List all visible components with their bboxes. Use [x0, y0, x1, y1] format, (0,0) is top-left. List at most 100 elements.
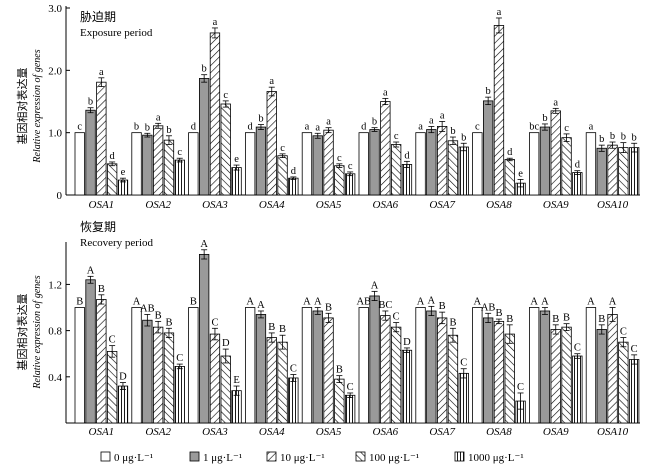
x-tick-label: OSA4 — [259, 426, 285, 438]
panel-title: 胁迫期 — [80, 9, 116, 24]
significance-letter: C — [290, 363, 297, 374]
significance-letter: AB — [356, 297, 371, 308]
significance-letter: A — [474, 297, 482, 308]
bar-series-1000ug-osa6 — [401, 164, 413, 196]
bar-series-0ug-osa2 — [131, 307, 142, 424]
bar-series-10ug-osa4 — [266, 337, 277, 424]
bar-series-100ug-osa2 — [163, 332, 175, 424]
bar-series-10ug-osa8 — [493, 320, 505, 424]
bar-series-1000ug-osa9 — [572, 172, 583, 196]
significance-letter: A — [133, 297, 141, 308]
x-tick-label: OSA7 — [429, 426, 455, 438]
significance-letter: a — [213, 17, 218, 28]
bar-series-10ug-osa2 — [152, 326, 164, 424]
significance-letter: B — [598, 314, 605, 325]
significance-letter: a — [553, 97, 558, 108]
legend-label: 10 μg·L⁻¹ — [280, 452, 325, 464]
significance-letter: e — [518, 168, 523, 179]
legend-swatch-gray — [189, 451, 200, 462]
y-tick-label: 1.2 — [48, 279, 62, 291]
bar-series-0ug-osa3 — [188, 132, 199, 196]
bar-series-10ug-osa6 — [380, 315, 391, 424]
significance-letter: C — [631, 344, 638, 355]
bar-series-100ug-osa4 — [277, 341, 288, 424]
bar-series-0ug-osa6 — [358, 307, 369, 424]
significance-letter: B — [336, 365, 343, 376]
x-tick-label: OSA1 — [89, 426, 115, 438]
significance-letter: A — [541, 297, 549, 308]
significance-letter: b — [542, 113, 547, 124]
bar-series-1ug-osa8 — [482, 317, 494, 424]
significance-letter: A — [303, 297, 311, 308]
significance-letter: b — [166, 125, 171, 136]
bar-series-0ug-osa9 — [529, 307, 540, 424]
legend-label: 1000 μg·L⁻¹ — [468, 452, 524, 464]
bar-series-100ug-osa9 — [561, 326, 572, 424]
bar-series-0ug-osa10 — [585, 307, 597, 424]
bar-series-1ug-osa1 — [85, 279, 96, 424]
significance-letter: B — [325, 302, 332, 313]
bar-series-1ug-osa5 — [312, 135, 323, 196]
significance-letter: b — [202, 64, 207, 75]
significance-letter: A — [314, 297, 322, 308]
significance-letter: d — [248, 122, 254, 133]
legend-item: 0 μg·L⁻¹ — [100, 451, 153, 464]
bar-series-10ug-osa1 — [96, 299, 107, 424]
significance-letter: c — [475, 122, 480, 133]
significance-letter: b — [450, 126, 455, 137]
x-tick-label: OSA7 — [429, 199, 455, 211]
x-tick-label: OSA4 — [259, 199, 285, 211]
significance-letter: b — [610, 131, 615, 142]
significance-letter: b — [134, 122, 139, 133]
significance-letter: E — [233, 375, 239, 386]
x-tick-label: OSA9 — [543, 199, 569, 211]
recovery-panel: 恢复期 Recovery period 基因相对表达量 Relative exp… — [15, 220, 640, 438]
significance-letter: A — [417, 297, 425, 308]
bar-series-0ug-osa8 — [472, 132, 483, 196]
bar-series-0ug-osa4 — [244, 132, 256, 196]
significance-letter: c — [177, 147, 182, 158]
significance-letter: C — [620, 327, 627, 338]
y-axis-label-en: Relative expression of genes — [32, 49, 43, 163]
significance-letter: A — [428, 295, 436, 306]
bar-series-1000ug-osa7 — [458, 146, 469, 196]
significance-letter: C — [460, 358, 467, 369]
legend-swatch-white — [100, 451, 111, 462]
significance-letter: a — [383, 87, 388, 98]
y-axis-label-cn: 基因相对表达量 — [15, 294, 29, 371]
bar-series-10ug-osa7 — [436, 317, 448, 424]
bar-series-1ug-osa10 — [596, 147, 607, 196]
bar-series-1ug-osa3 — [198, 78, 210, 196]
bar-series-100ug-osa3 — [220, 103, 231, 196]
significance-letter: e — [234, 154, 239, 165]
significance-letter: B — [190, 297, 197, 308]
significance-letter: B — [563, 313, 570, 324]
y-tick-label: 2.0 — [48, 65, 62, 77]
significance-letter: C — [517, 382, 524, 393]
significance-letter: C — [109, 335, 116, 346]
bar-series-100ug-osa2 — [163, 139, 175, 196]
bar-series-1000ug-osa10 — [629, 359, 640, 424]
bar-series-0ug-osa7 — [415, 132, 426, 196]
significance-letter: c — [280, 143, 285, 154]
bar-series-1ug-osa6 — [369, 295, 380, 424]
bar-series-1000ug-osa6 — [401, 349, 413, 424]
bar-series-100ug-osa10 — [618, 147, 629, 196]
bar-series-100ug-osa9 — [561, 137, 572, 196]
x-tick-label: OSA2 — [145, 426, 171, 438]
exposure-panel: 胁迫期 Exposure period 基因相对表达量 Relative exp… — [15, 3, 640, 211]
bar-series-1000ug-osa1 — [117, 385, 129, 424]
significance-letter: a — [326, 117, 331, 128]
significance-letter: d — [575, 160, 581, 171]
x-tick-label: OSA6 — [373, 426, 399, 438]
bar-series-0ug-osa5 — [301, 307, 313, 424]
bar-series-1000ug-osa3 — [231, 167, 242, 196]
significance-letter: b — [599, 134, 604, 145]
bar-series-1000ug-osa4 — [288, 177, 299, 196]
bar-series-10ug-osa1 — [96, 81, 107, 196]
significance-letter: B — [76, 297, 83, 308]
bar-series-100ug-osa10 — [618, 341, 629, 424]
y-tick-label: 3.0 — [48, 3, 62, 15]
significance-letter: A — [87, 265, 95, 276]
